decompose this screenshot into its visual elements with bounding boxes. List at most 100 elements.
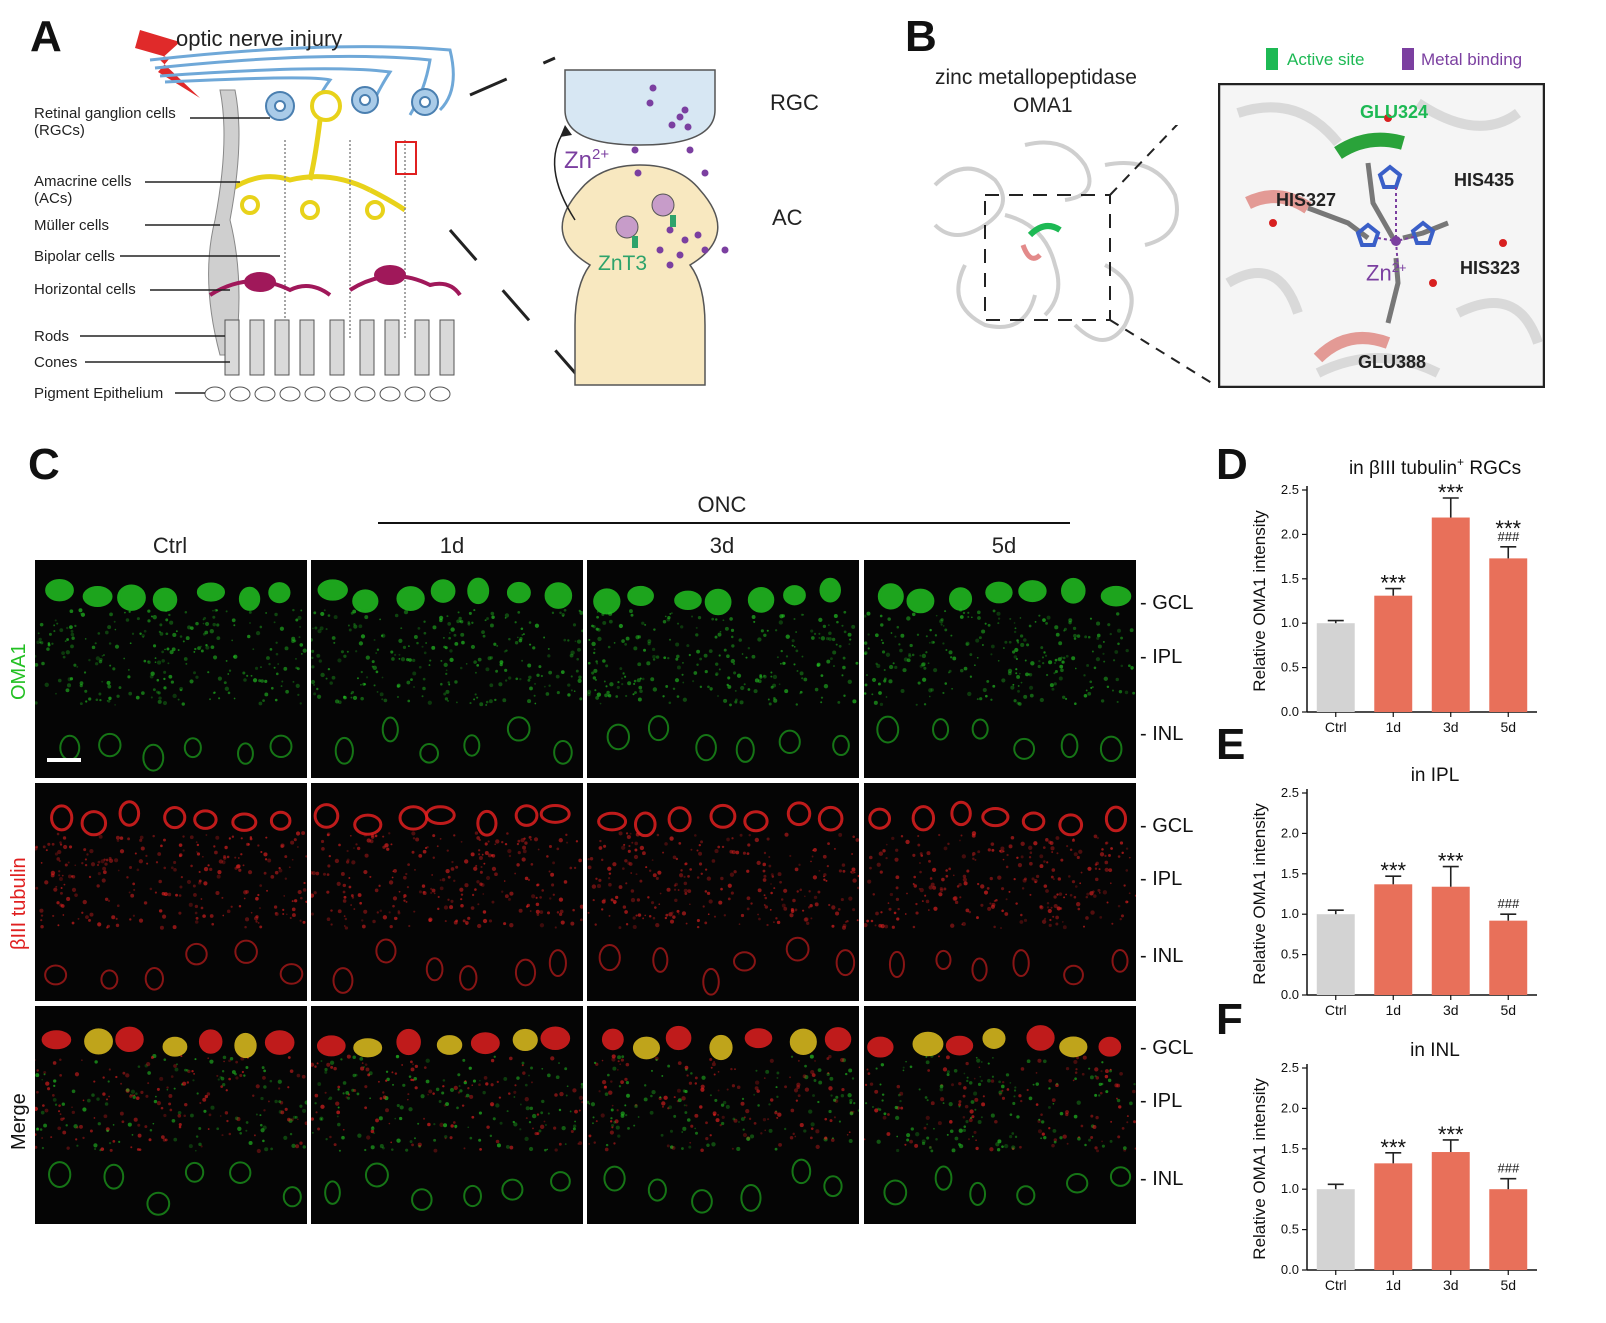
bar-3d xyxy=(1431,517,1470,712)
y-tick-label: 0.5 xyxy=(1281,947,1299,962)
onc-bracket xyxy=(378,522,1070,524)
lightning-icon xyxy=(135,30,200,98)
x-tick-label: 1d xyxy=(1385,1002,1401,1018)
chart-d: in βIII tubulin+ RGCs Relative OMA1 inten… xyxy=(1250,455,1537,735)
protein-overview xyxy=(933,125,1215,385)
x-tick-label: 1d xyxy=(1385,1277,1401,1293)
y-tick-label: 1.0 xyxy=(1281,1181,1299,1196)
sig-hash: ### xyxy=(1497,896,1519,911)
bar-ctrl xyxy=(1316,914,1355,995)
chart-title: in IPL xyxy=(1411,765,1460,786)
x-tick-label: Ctrl xyxy=(1325,1002,1347,1018)
micrograph-oma1-1d xyxy=(311,560,583,778)
micrograph-merge-3d xyxy=(587,1006,859,1224)
bar-5d xyxy=(1489,558,1528,712)
sig-star: *** xyxy=(1438,1122,1464,1147)
bar-ctrl xyxy=(1316,623,1355,712)
legend-metal: Metal binding xyxy=(1421,50,1523,69)
y-tick-label: 1.0 xyxy=(1281,906,1299,921)
res-his323: HIS323 xyxy=(1460,258,1521,278)
layer-inl-2: - INL xyxy=(1140,945,1184,967)
y-tick-label: 1.5 xyxy=(1281,1141,1299,1156)
zn-label: Zn2+ xyxy=(564,146,610,174)
y-axis-label: Relative OMA1 intensity xyxy=(1250,510,1269,692)
row-label-tubulin: βIII tubulin xyxy=(8,857,30,950)
x-tick-label: 3d xyxy=(1443,1002,1459,1018)
y-tick-label: 0.0 xyxy=(1281,704,1299,719)
y-tick-label: 0.0 xyxy=(1281,1262,1299,1277)
y-tick-label: 0.5 xyxy=(1281,1222,1299,1237)
col-3d: 3d xyxy=(709,533,735,558)
y-tick-label: 1.5 xyxy=(1281,866,1299,881)
y-tick-label: 2.0 xyxy=(1281,825,1299,840)
injury-label: optic nerve injury xyxy=(176,26,343,51)
bar-1d xyxy=(1374,595,1413,712)
x-tick-label: 5d xyxy=(1500,1277,1516,1293)
panel-label-e: E xyxy=(1216,720,1246,769)
y-tick-label: 2.5 xyxy=(1281,482,1299,497)
scale-bar xyxy=(47,758,81,762)
bar-1d xyxy=(1374,1163,1413,1270)
col-ctrl: Ctrl xyxy=(152,533,188,558)
res-his435: HIS435 xyxy=(1454,170,1515,190)
micrograph-tubulin-3d xyxy=(587,783,859,1001)
label-horizontal: Horizontal cells xyxy=(34,281,136,298)
y-tick-label: 1.0 xyxy=(1281,615,1299,630)
y-tick-label: 0.5 xyxy=(1281,660,1299,675)
x-tick-label: 3d xyxy=(1443,1277,1459,1293)
layer-gcl-2: - GCL xyxy=(1140,815,1194,837)
micrograph-tubulin-5d xyxy=(864,783,1136,1001)
ac-label: AC xyxy=(772,205,803,230)
y-tick-label: 1.5 xyxy=(1281,571,1299,586)
bar-3d xyxy=(1431,1152,1470,1270)
label-rods: Rods xyxy=(34,328,70,345)
micrograph-tubulin-ctrl xyxy=(35,783,307,1001)
sig-star: *** xyxy=(1380,858,1406,883)
y-tick-label: 0.0 xyxy=(1281,987,1299,1002)
micrograph-merge-5d xyxy=(864,1006,1136,1224)
protein-title-line1: zinc metallopeptidase xyxy=(935,66,1137,89)
layer-gcl-3: - GCL xyxy=(1140,1037,1194,1059)
sig-star: *** xyxy=(1438,480,1464,505)
sig-star: *** xyxy=(1380,571,1406,596)
bar-3d xyxy=(1431,886,1470,995)
onc-header: ONC xyxy=(697,492,747,517)
label-bipolar: Bipolar cells xyxy=(34,248,115,265)
sig-hash: ### xyxy=(1497,1161,1519,1176)
x-tick-label: Ctrl xyxy=(1325,1277,1347,1293)
retina-schematic xyxy=(80,30,592,402)
bar-5d xyxy=(1489,1189,1528,1270)
chart-title: in INL xyxy=(1410,1040,1460,1061)
zn-label-b: Zn2+ xyxy=(1366,260,1407,286)
layer-inl-3: - INL xyxy=(1140,1168,1184,1190)
layer-ipl-1: - IPL xyxy=(1140,646,1183,668)
znt3-label: ZnT3 xyxy=(598,252,648,275)
micrograph-merge-ctrl xyxy=(35,1006,307,1224)
panel-label-b: B xyxy=(905,12,937,61)
x-tick-label: 5d xyxy=(1500,719,1516,735)
layer-gcl-1: - GCL xyxy=(1140,592,1194,614)
chart-title: in βIII tubulin+ RGCs xyxy=(1349,455,1521,479)
label-pigment: Pigment Epithelium xyxy=(34,385,164,402)
synapse-diagram xyxy=(553,69,729,386)
bar-1d xyxy=(1374,884,1413,995)
y-tick-label: 2.0 xyxy=(1281,526,1299,541)
col-5d: 5d xyxy=(991,533,1017,558)
layer-inl-1: - INL xyxy=(1140,723,1184,745)
active-site-zoom xyxy=(1218,83,1545,388)
label-acs: Amacrine cells (ACs) xyxy=(34,173,132,207)
y-axis-label: Relative OMA1 intensity xyxy=(1250,1078,1269,1260)
panel-label-f: F xyxy=(1216,995,1243,1044)
micrograph-tubulin-1d xyxy=(311,783,583,1001)
micrograph-merge-1d xyxy=(311,1006,583,1224)
x-tick-label: Ctrl xyxy=(1325,719,1347,735)
sig-hash: ### xyxy=(1497,529,1519,544)
bar-5d xyxy=(1489,920,1528,995)
panel-label-c: C xyxy=(28,440,60,489)
layer-ipl-2: - IPL xyxy=(1140,868,1183,890)
micrograph-oma1-3d xyxy=(587,560,859,778)
col-1d: 1d xyxy=(439,533,465,558)
layer-ipl-3: - IPL xyxy=(1140,1090,1183,1112)
rgc-label: RGC xyxy=(770,90,819,115)
metal-binding-swatch xyxy=(1402,48,1414,70)
